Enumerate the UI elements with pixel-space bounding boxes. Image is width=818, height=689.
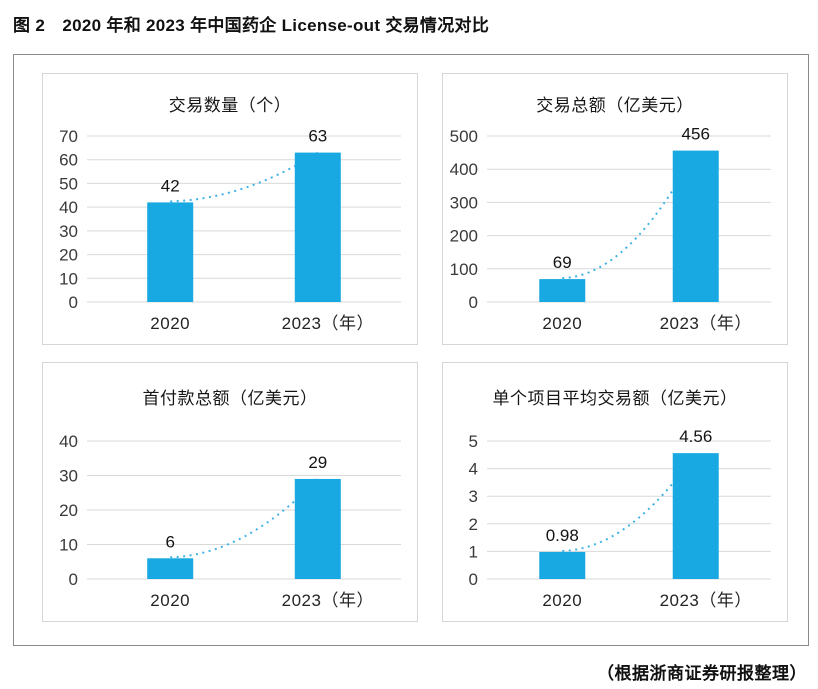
- y-tick-label: 70: [59, 127, 78, 146]
- y-tick-label: 10: [59, 269, 78, 288]
- y-tick-label: 200: [450, 227, 478, 246]
- x-tick-label: 2020: [542, 591, 582, 610]
- y-tick-label: 400: [450, 160, 478, 179]
- y-tick-label: 5: [469, 432, 478, 451]
- y-tick-label: 0: [69, 570, 78, 589]
- chart-canvas-upfront-total: 0 10 20 30 40 6 2020 29 2023（年）: [59, 432, 401, 610]
- data-label: 0.98: [546, 526, 579, 545]
- y-tick-label: 3: [469, 487, 478, 506]
- data-label: 42: [161, 176, 180, 195]
- data-label: 69: [553, 253, 572, 272]
- chart-panel-deal-count: 交易数量（个） 0 10 20 30 40 50 60 70 42 2020 63 2023（年）: [42, 73, 418, 345]
- x-tick-label: 2023（年）: [660, 591, 752, 610]
- y-tick-label: 50: [59, 174, 78, 193]
- chart-title: 交易数量（个）: [168, 96, 292, 115]
- chart-canvas-total-deal-value: 0 100 200 300 400 500 69 2020 456 2023（年）: [450, 125, 771, 333]
- chart-title: 首付款总额（亿美元）: [142, 389, 318, 408]
- y-tick-label: 10: [59, 536, 78, 555]
- chart-panel-avg-deal-value: 单个项目平均交易额（亿美元） 0 1 2 3 4 5 0.98 2020 4.56 2023（年）: [442, 362, 788, 622]
- bar-2023（年）: [294, 478, 341, 579]
- data-label: 456: [682, 125, 710, 144]
- bar-2020: [147, 202, 194, 302]
- data-label: 29: [308, 453, 327, 472]
- bar-2020: [539, 551, 586, 579]
- x-tick-label: 2020: [150, 591, 190, 610]
- chart-panel-upfront-total: 首付款总额（亿美元） 0 10 20 30 40 6 2020 29 2023（年）: [42, 362, 418, 622]
- y-tick-label: 30: [59, 222, 78, 241]
- x-tick-label: 2023（年）: [282, 314, 374, 333]
- figure-title: 图 2 2020 年和 2023 年中国药企 License-out 交易情况对…: [13, 16, 490, 35]
- y-tick-label: 4: [469, 460, 478, 479]
- x-tick-label: 2023（年）: [660, 314, 752, 333]
- x-tick-label: 2020: [542, 314, 582, 333]
- y-tick-label: 1: [469, 542, 478, 561]
- bar-2023（年）: [294, 152, 341, 302]
- x-tick-label: 2023（年）: [282, 591, 374, 610]
- source-note: （根据浙商证券研报整理）: [597, 664, 807, 683]
- y-tick-label: 60: [59, 151, 78, 170]
- x-tick-label: 2020: [150, 314, 190, 333]
- y-tick-label: 500: [450, 127, 478, 146]
- y-tick-label: 30: [59, 467, 78, 486]
- bar-2023（年）: [672, 453, 719, 579]
- y-tick-label: 20: [59, 246, 78, 265]
- bar-2020: [147, 558, 194, 579]
- y-tick-label: 2: [469, 515, 478, 534]
- y-tick-label: 0: [469, 293, 478, 312]
- figure-frame: 交易数量（个） 0 10 20 30 40 50 60 70 42 2020 63 2023（年） 交…: [13, 54, 809, 646]
- chart-canvas-deal-count: 0 10 20 30 40 50 60 70 42 2020 63 2023（年）: [59, 127, 401, 333]
- chart-panel-total-deal-value: 交易总额（亿美元） 0 100 200 300 400 500 69 2020 456 2023（…: [442, 73, 788, 345]
- bar-2020: [539, 279, 586, 302]
- bar-2023（年）: [672, 150, 719, 302]
- y-tick-label: 20: [59, 501, 78, 520]
- chart-title: 单个项目平均交易额（亿美元）: [492, 389, 738, 408]
- chart-canvas-avg-deal-value: 0 1 2 3 4 5 0.98 2020 4.56 2023（年）: [469, 427, 771, 610]
- y-tick-label: 40: [59, 198, 78, 217]
- y-tick-label: 0: [469, 570, 478, 589]
- y-tick-label: 100: [450, 260, 478, 279]
- data-label: 6: [165, 532, 174, 551]
- chart-title: 交易总额（亿美元）: [536, 96, 694, 115]
- data-label: 63: [308, 127, 327, 146]
- y-tick-label: 300: [450, 193, 478, 212]
- y-tick-label: 40: [59, 432, 78, 451]
- data-label: 4.56: [679, 427, 712, 446]
- y-tick-label: 0: [69, 293, 78, 312]
